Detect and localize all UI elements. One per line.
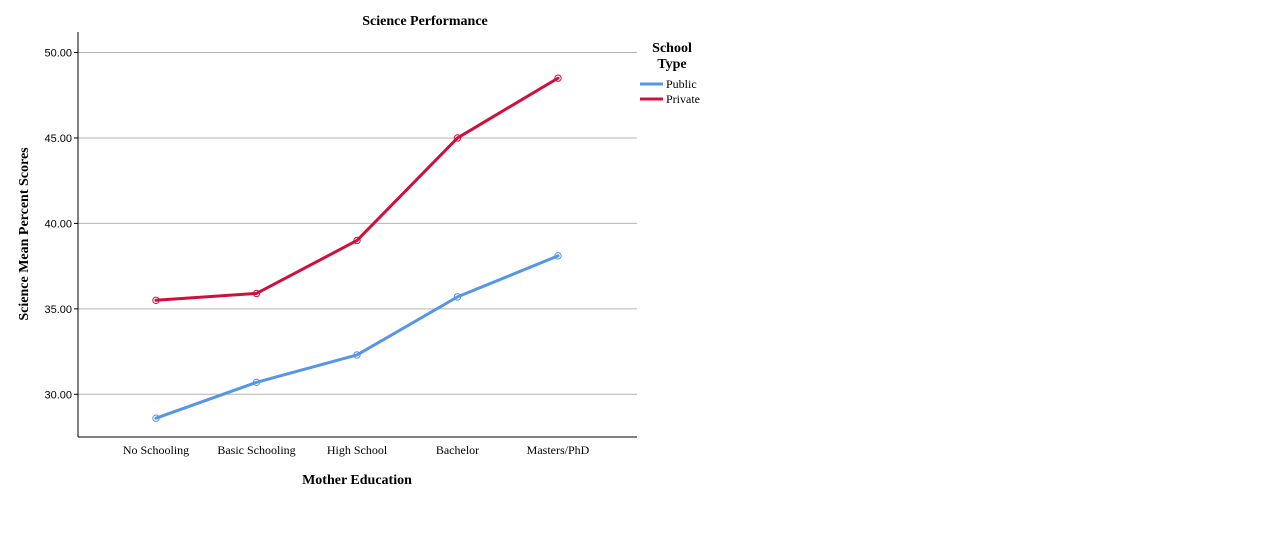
- data-point-private: [554, 74, 562, 82]
- y-tick-labels: 30.00 35.00 40.00 45.00 50.00: [44, 48, 78, 401]
- data-point-private: [252, 289, 261, 298]
- legend-title-line1: School: [652, 41, 692, 56]
- legend: School Type Public Private: [640, 41, 700, 106]
- x-tick-label: Basic Schooling: [217, 443, 295, 457]
- x-tick-labels: No Schooling Basic Schooling High School Ba…: [123, 443, 590, 457]
- x-tick-label: No Schooling: [123, 443, 189, 457]
- data-point-public: [353, 351, 361, 359]
- y-tick-label: 50.00: [44, 48, 72, 60]
- y-tick-label: 40.00: [44, 218, 72, 230]
- series-line-public: [154, 254, 560, 420]
- y-axis-title: Science Mean Percent Scores: [17, 147, 32, 321]
- series-lines: [152, 74, 562, 422]
- data-point-private: [353, 236, 361, 245]
- gridlines: [78, 52, 637, 395]
- y-tick-label: 45.00: [44, 133, 72, 145]
- legend-title-line2: Type: [657, 57, 686, 72]
- x-tick-label: Bachelor: [436, 443, 479, 457]
- data-point-private: [152, 296, 160, 304]
- y-tick-label: 35.00: [44, 304, 72, 316]
- y-tick-label: 30.00: [44, 389, 72, 401]
- data-point-public: [554, 252, 562, 260]
- chart-title: Science Performance: [362, 14, 488, 29]
- legend-label-private: Private: [666, 92, 700, 106]
- x-axis-title: Mother Education: [302, 473, 412, 488]
- data-point-private: [453, 134, 462, 142]
- data-point-public: [152, 414, 160, 422]
- data-point-public: [252, 378, 261, 387]
- data-point-public: [453, 293, 462, 301]
- x-tick-label: High School: [327, 443, 388, 457]
- series-line-private: [154, 76, 560, 302]
- legend-label-public: Public: [666, 77, 697, 91]
- x-tick-label: Masters/PhD: [527, 443, 590, 457]
